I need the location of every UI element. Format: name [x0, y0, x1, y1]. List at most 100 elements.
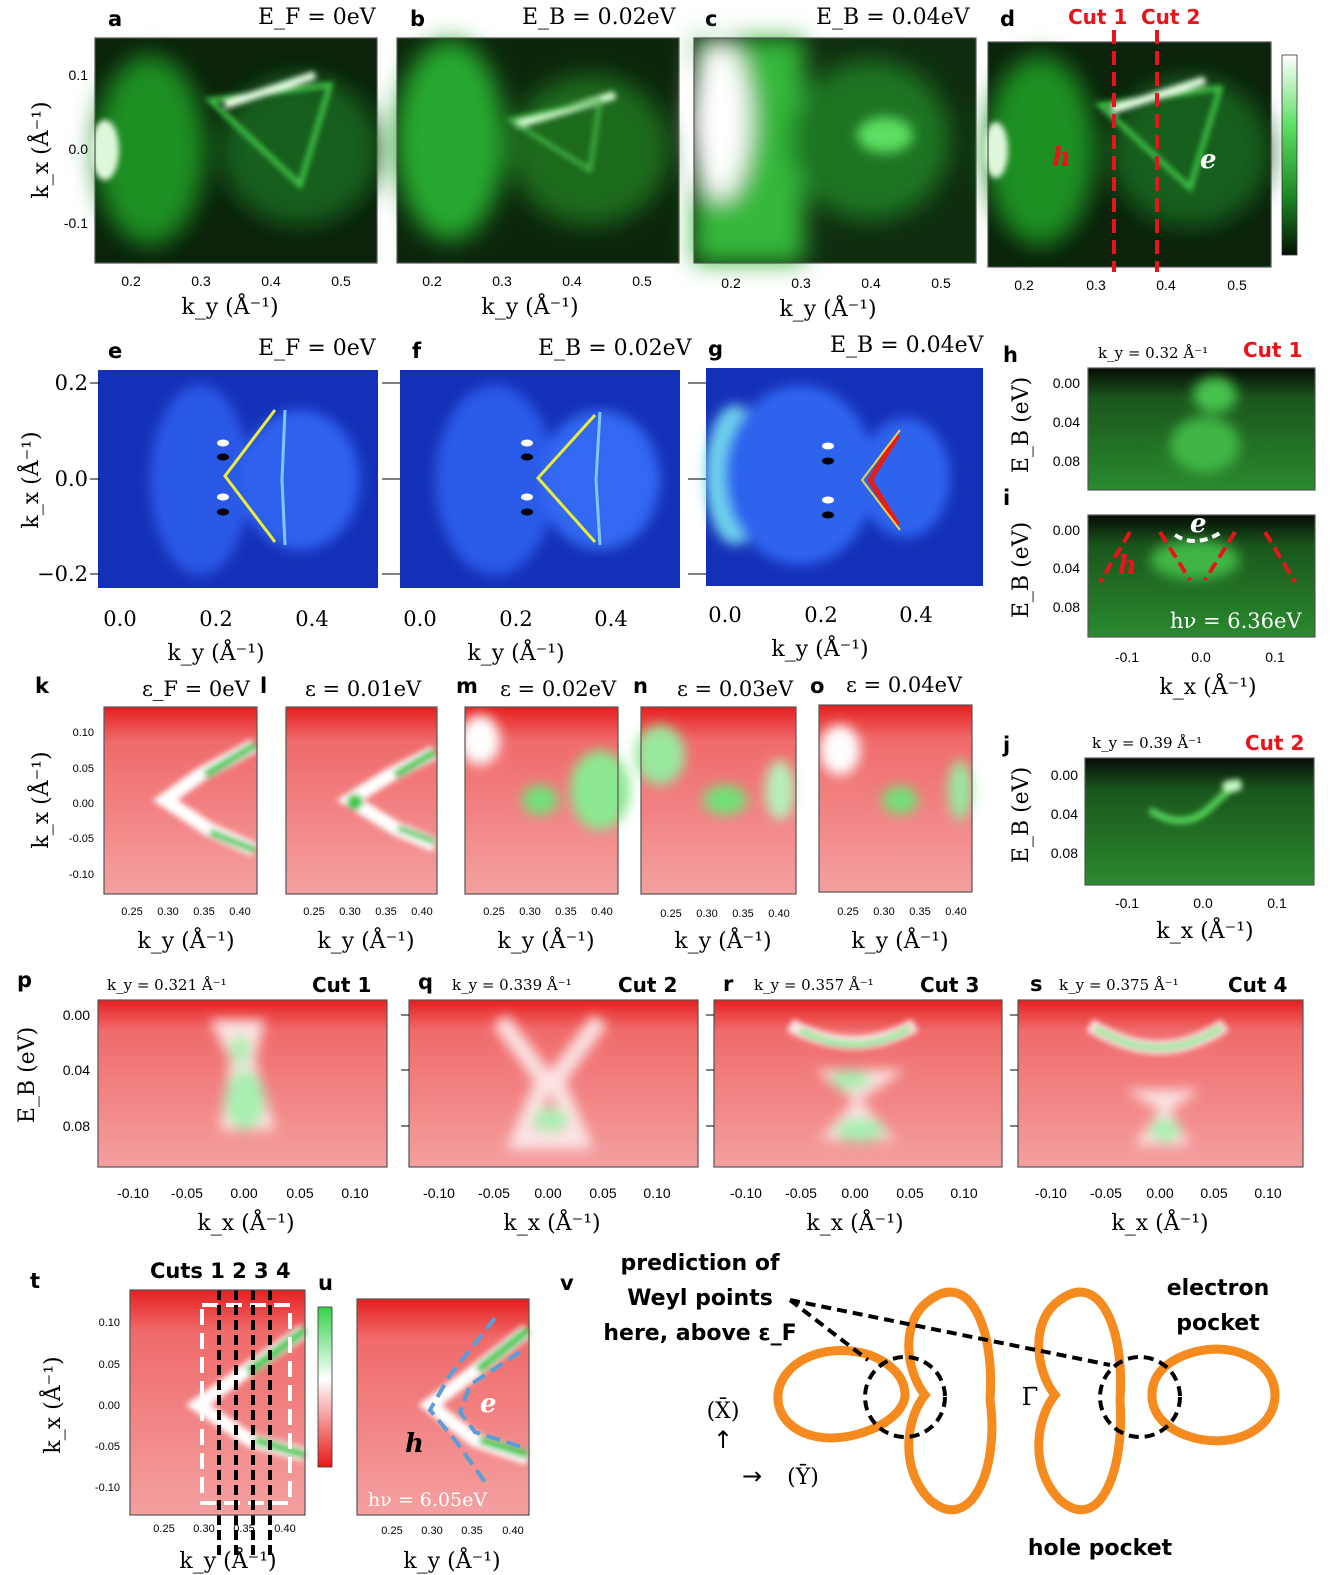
- panel-label-e: e: [108, 339, 122, 363]
- panel-i-hv: hν = 6.36eV: [1170, 609, 1302, 633]
- electron-label-u: e: [480, 1389, 497, 1419]
- xtick: 0.35: [555, 906, 576, 918]
- ytick: 0.08: [1053, 599, 1080, 615]
- electron-label-i: e: [1190, 509, 1207, 539]
- row3-xaxis: 0.25 0.30 0.35 0.40 k_y (Å⁻¹) 0.25 0.30 …: [121, 906, 966, 954]
- xlabel: k_y (Å⁻¹): [181, 292, 278, 320]
- side-axes: E_B (eV) E_B (eV) E_B (eV) 0.00 0.04 0.0…: [1009, 375, 1287, 944]
- row3-ylabel: k_x (Å⁻¹): [26, 751, 54, 848]
- xtick: 0.00: [841, 1185, 868, 1201]
- pointer-line-2: [789, 1298, 1111, 1367]
- xtick: 0.0: [1193, 895, 1213, 911]
- panel-c: c E_B = 0.04eV: [690, 5, 977, 264]
- xtick: 0.40: [229, 906, 250, 918]
- panel-title-n: ε = 0.03eV: [677, 677, 794, 701]
- guide-h-left: [1098, 530, 1132, 584]
- row1-xaxis-b: 0.2 0.3 0.4 0.5 k_y (Å⁻¹): [422, 273, 652, 320]
- colorbar-green: [1281, 54, 1298, 256]
- cut2-label: Cut 2: [1141, 5, 1200, 29]
- side-xlabel-j: k_x (Å⁻¹): [1156, 916, 1253, 944]
- xtick: 0.25: [381, 1525, 402, 1537]
- guide-outer: [427, 1316, 497, 1484]
- xtick: 0.4: [594, 607, 627, 631]
- panel-title-a: E_F = 0eV: [258, 5, 377, 30]
- xlabel: k_y (Å⁻¹): [403, 1546, 500, 1574]
- side-ylabel-h: E_B (eV): [1009, 377, 1034, 473]
- calc-band-g2: [860, 429, 901, 531]
- weyl-text-1: prediction of: [620, 1251, 779, 1276]
- xlabel: k_y (Å⁻¹): [467, 638, 564, 666]
- xlabel: k_y (Å⁻¹): [317, 926, 414, 954]
- hole-pocket-left: [904, 1287, 997, 1515]
- xtick: 0.3: [791, 275, 811, 291]
- panel-f: f E_B = 0.02eV: [400, 336, 693, 588]
- panel-label-t: t: [30, 1269, 40, 1293]
- panel-j-cut: Cut 2: [1245, 731, 1304, 755]
- xtick: 0.25: [303, 906, 324, 918]
- panel-s-cut: Cut 4: [1228, 973, 1287, 997]
- ytick: 0.05: [99, 1359, 120, 1371]
- xtick: -0.05: [171, 1185, 203, 1201]
- panel-label-a: a: [108, 7, 122, 31]
- guide-right: [1263, 530, 1297, 584]
- panel-e: e E_F = 0eV: [98, 336, 378, 588]
- xtick: 0.2: [1014, 277, 1034, 293]
- map-o: [818, 704, 973, 893]
- xtick: 0.30: [519, 906, 540, 918]
- xtick: 0.05: [589, 1185, 616, 1201]
- ytick: -0.10: [95, 1482, 120, 1494]
- weyl-white-1g: [822, 442, 834, 450]
- panel-title-l: ε = 0.01eV: [305, 677, 422, 701]
- xlabel: k_y (Å⁻¹): [167, 638, 264, 666]
- calc-intensity-g: [705, 385, 950, 565]
- electron-pocket-right: [1147, 1344, 1280, 1446]
- panel-label-v: v: [560, 1271, 574, 1295]
- xtick: 0.00: [1146, 1185, 1173, 1201]
- pointer-line-1: [788, 1298, 870, 1362]
- map-u-bands: [418, 1324, 533, 1465]
- electron-pocket-left: [773, 1346, 910, 1443]
- xtick: 0.30: [193, 1523, 214, 1535]
- panel-title-o: ε = 0.04eV: [846, 673, 963, 697]
- xtick: 0.3: [1086, 277, 1106, 293]
- panel-a: a E_F = 0eV: [91, 5, 380, 264]
- xtick: 0.0: [103, 607, 136, 631]
- spectrum-q: [408, 999, 699, 1168]
- xlabel: k_y (Å⁻¹): [481, 292, 578, 320]
- calc-intensity-e: [150, 385, 360, 575]
- xlabel: k_x (Å⁻¹): [197, 1208, 294, 1236]
- calc-band2-e: [280, 409, 287, 546]
- arpes-intensity-d: [985, 55, 1270, 245]
- xtick: -0.1: [1115, 895, 1139, 911]
- panel-label-c: c: [705, 7, 717, 31]
- xtick: 0.00: [230, 1185, 257, 1201]
- xlabel: k_y (Å⁻¹): [497, 926, 594, 954]
- panel-label-u: u: [318, 1271, 333, 1295]
- row2-ylabel: k_x (Å⁻¹): [16, 431, 44, 528]
- row1-xaxis-a: 0.2 0.3 0.4 0.5 k_y (Å⁻¹): [121, 273, 351, 320]
- panel-label-q: q: [418, 970, 433, 994]
- row1-ytick-0: 0.1: [69, 67, 89, 83]
- panel-d: d Cut 1 Cut 2 h e: [984, 5, 1298, 272]
- row1-ylabel: k_x (Å⁻¹): [26, 101, 54, 198]
- xtick: 0.25: [121, 906, 142, 918]
- hole-pocket-text: hole pocket: [1028, 1536, 1173, 1561]
- arpes-bands-b: [504, 91, 617, 174]
- xtick: 0.25: [153, 1523, 174, 1535]
- xtick: 0.25: [660, 908, 681, 920]
- xtick: 0.05: [1200, 1185, 1227, 1201]
- xtick: 0.2: [199, 607, 232, 631]
- xtick: 0.1: [1265, 649, 1285, 665]
- xlabel: k_y (Å⁻¹): [851, 926, 948, 954]
- spectrum-h-feature: [1170, 377, 1240, 473]
- side-xlabel-i: k_x (Å⁻¹): [1159, 672, 1256, 700]
- ytick: 0.05: [73, 763, 94, 775]
- panel-b: b E_B = 0.02eV: [395, 5, 680, 264]
- xtick: 0.40: [502, 1525, 523, 1537]
- panel-title-k: ε_F = 0eV: [142, 677, 251, 701]
- spectrum-p: [97, 999, 388, 1168]
- panel-t: t Cuts 1 2 3 4: [30, 1259, 333, 1560]
- row2-xaxis-e: 0.0 0.2 0.4 k_y (Å⁻¹): [103, 607, 328, 666]
- weyl-white-2f: [521, 493, 533, 501]
- xtick: 0.2: [422, 273, 442, 289]
